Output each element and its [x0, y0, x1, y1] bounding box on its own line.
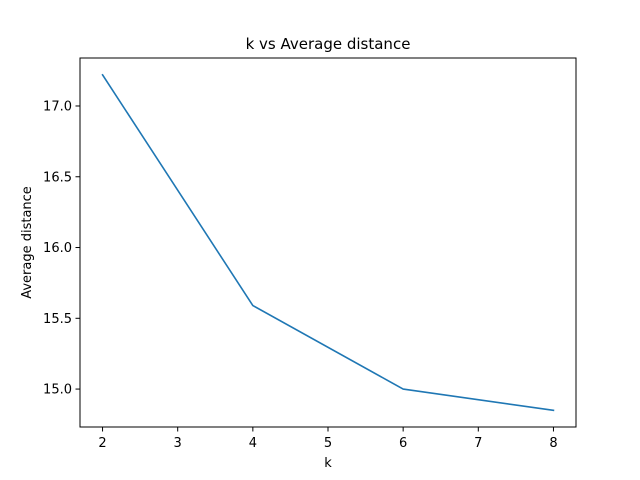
x-axis: 2 3 4 5 6 7 8 [98, 427, 558, 451]
x-axis-label: k [324, 456, 332, 471]
y-axis: 15.0 15.5 16.0 16.5 17.0 [43, 99, 80, 398]
y-tick-label: 16.5 [43, 170, 72, 185]
x-tick-label: 4 [249, 436, 257, 451]
y-tick-label: 15.0 [43, 383, 72, 398]
x-tick-label: 7 [474, 436, 482, 451]
plot-area [101, 73, 555, 412]
chart-title: k vs Average distance [246, 35, 411, 53]
x-tick-label: 3 [174, 436, 182, 451]
y-tick-label: 15.5 [43, 312, 72, 327]
x-tick-label: 8 [549, 436, 557, 451]
y-tick-label: 17.0 [43, 99, 72, 114]
series-line [101, 73, 555, 412]
y-tick-label: 16.0 [43, 241, 72, 256]
y-axis-label: Average distance [20, 186, 35, 299]
x-tick-label: 6 [399, 436, 407, 451]
x-tick-label: 2 [98, 436, 106, 451]
x-tick-label: 5 [324, 436, 332, 451]
